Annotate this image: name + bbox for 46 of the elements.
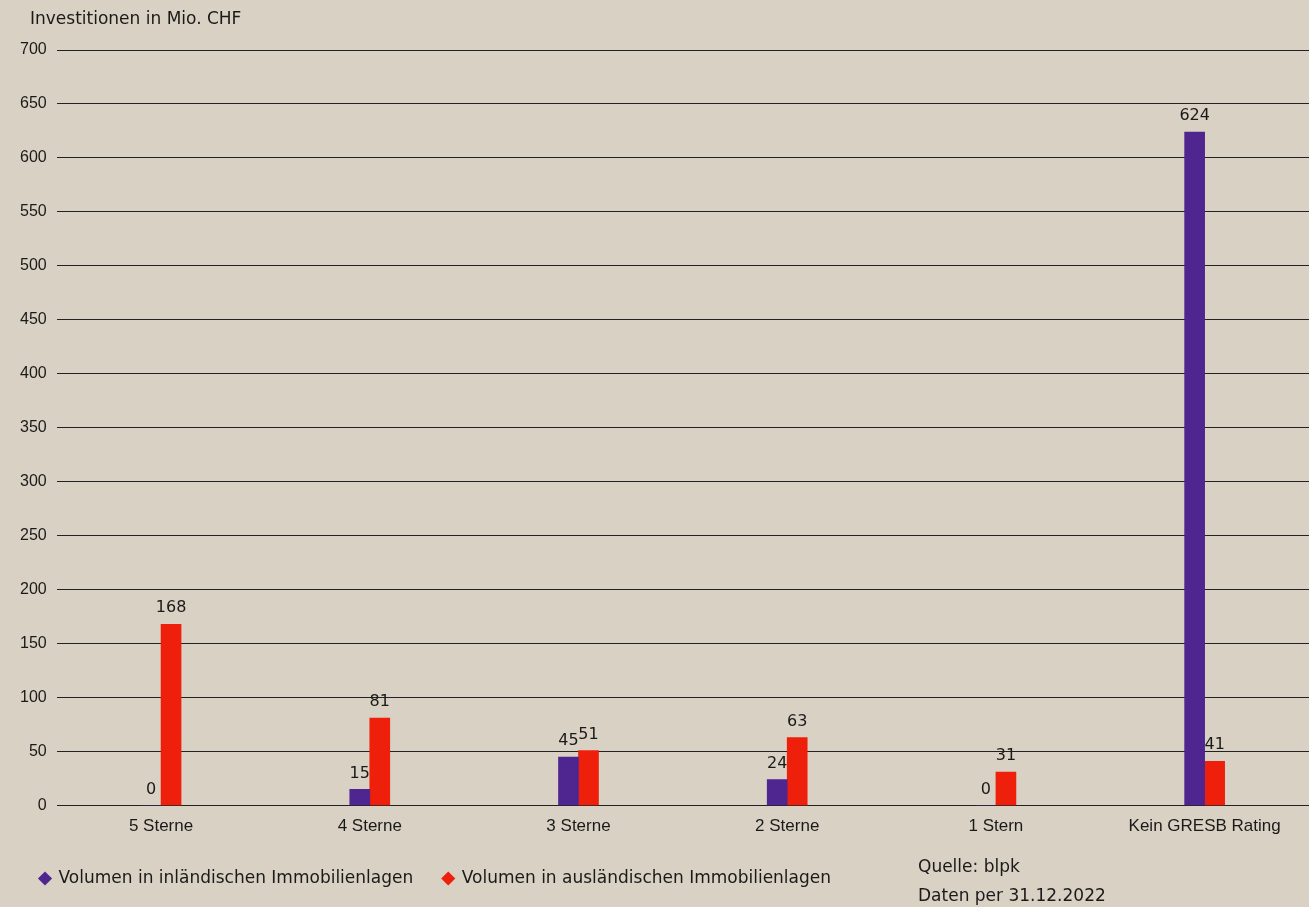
bar <box>349 789 371 806</box>
data-label: 624 <box>1179 105 1210 125</box>
x-tick-label: 2 Sterne <box>755 816 820 836</box>
x-tick-label: Kein GRESB Rating <box>1128 816 1281 836</box>
y-tick-label: 350 <box>19 418 47 436</box>
x-tick-label: 5 Sterne <box>128 816 194 836</box>
legend-label: Volumen in inländischen Immobilienlagen <box>58 866 414 887</box>
y-tick-label: 500 <box>19 256 47 274</box>
data-label: 15 <box>349 762 370 782</box>
y-tick-label: 400 <box>19 364 47 382</box>
y-tick-label: 650 <box>19 94 47 112</box>
data-label: 63 <box>787 710 808 730</box>
data-label: 51 <box>578 723 599 743</box>
y-axis-title: Investitionen in Mio. CHF <box>30 8 242 28</box>
x-tick-label: 4 Sterne <box>337 816 402 836</box>
y-tick-label: 150 <box>19 634 47 652</box>
y-tick-label: 50 <box>28 742 47 760</box>
x-tick-label: 1 Stern <box>968 816 1024 836</box>
y-tick-label: 600 <box>19 148 47 166</box>
y-tick-label: 100 <box>19 688 47 706</box>
data-label: 168 <box>155 597 187 617</box>
data-label: 0 <box>145 778 157 798</box>
source-note: Quelle: blpk <box>918 855 1021 878</box>
data-label: 24 <box>767 752 788 772</box>
bar <box>160 623 182 806</box>
legend-label: Volumen in ausländischen Immobilienlagen <box>461 866 832 887</box>
y-tick-label: 250 <box>19 526 47 544</box>
y-tick-label: 200 <box>19 580 47 598</box>
bar <box>369 717 391 806</box>
bar <box>766 779 788 806</box>
y-tick-label: 450 <box>19 310 47 328</box>
x-tick-label: 3 Sterne <box>546 816 611 836</box>
bar <box>1204 761 1225 806</box>
y-tick-label: 300 <box>19 472 47 490</box>
text: Daten per 31.12.2022 <box>918 884 1106 907</box>
bar <box>578 750 599 806</box>
y-tick-label: 700 <box>19 40 47 58</box>
bar <box>995 771 1017 806</box>
bar <box>1184 131 1205 806</box>
y-tick-label: 550 <box>19 202 47 220</box>
data-label: 0 <box>980 778 992 798</box>
bar <box>558 756 579 806</box>
data-label: 41 <box>1204 734 1225 754</box>
bar <box>786 737 808 806</box>
y-tick-label: 0 <box>37 796 47 814</box>
data-label: 45 <box>558 730 579 750</box>
